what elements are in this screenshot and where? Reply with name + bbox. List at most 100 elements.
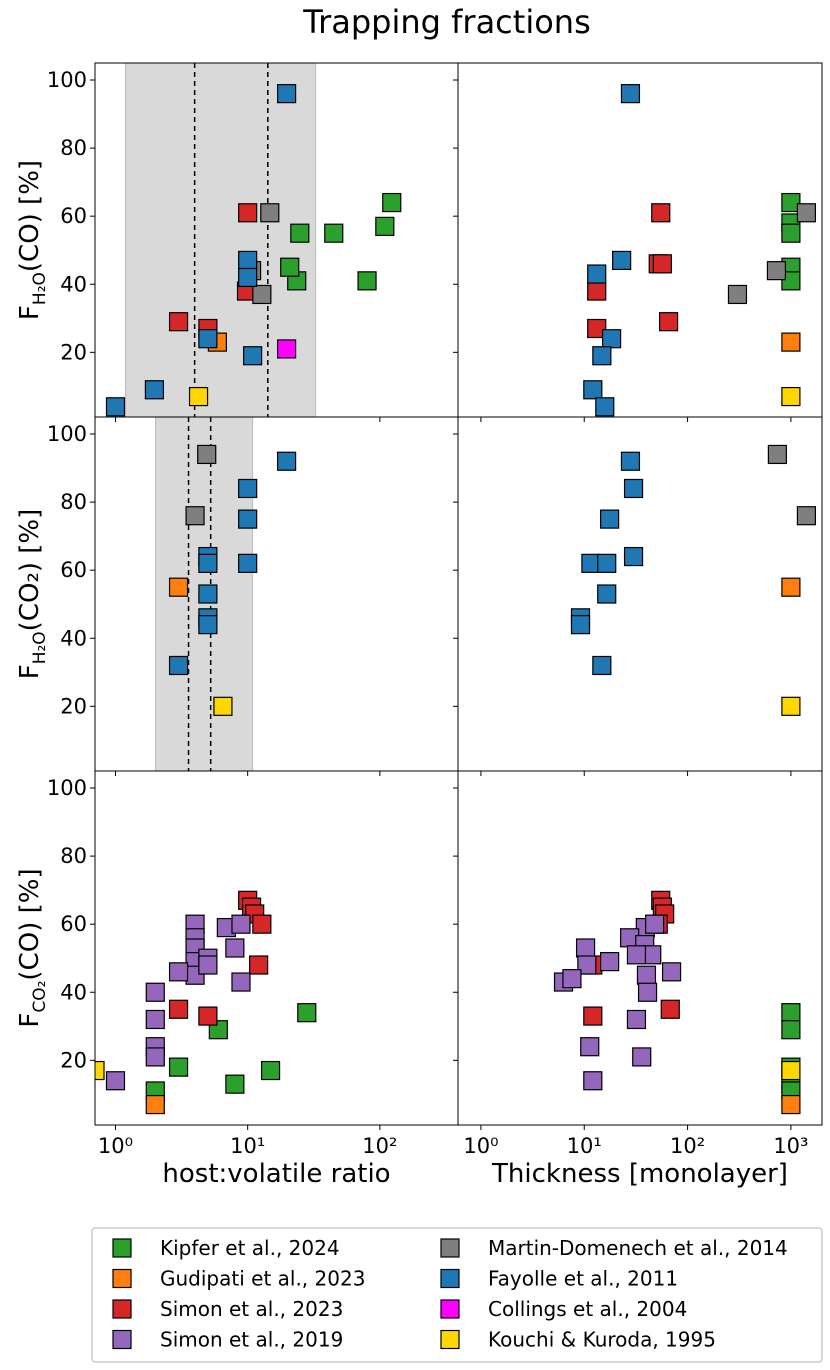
data-point [105,1071,126,1091]
data-point [168,655,189,676]
legend-label: Simon et al., 2023 [160,1297,343,1321]
data-point [276,84,297,104]
data-point [562,969,582,989]
data-point [645,914,665,934]
y-axis-label: FCO₂(CO) [%] [15,868,50,1027]
data-point [168,577,189,597]
y-tick-label: 60 [60,912,87,936]
data-point [660,999,680,1019]
y-label-main: F [15,305,45,320]
y-tick-label: 40 [60,626,87,650]
data-point [587,318,607,339]
x-tick-label: 10¹ [230,1134,265,1158]
y-label-main: F [15,1013,45,1028]
data-point [238,203,258,223]
y-tick-label: 100 [47,68,87,92]
data-point [597,584,617,604]
data-point [587,281,607,301]
data-point [357,271,377,291]
y-tick-label: 40 [60,980,87,1004]
panel [155,417,297,771]
x-tick-label: 10⁰ [463,1134,498,1158]
data-point [636,965,657,985]
data-point [290,223,310,243]
data-point [623,478,644,499]
data-point [198,615,218,635]
data-point [260,203,280,223]
panel [583,84,817,417]
x-tick-label: 10¹ [567,1134,602,1158]
data-point [145,982,165,1002]
legend-swatch [112,1329,132,1350]
data-point [781,1003,801,1023]
data-point [626,1009,647,1030]
panel [570,444,817,716]
data-point [95,1060,105,1081]
data-point [198,955,218,975]
data-point [592,655,612,676]
data-point [280,257,300,277]
data-point [767,444,787,465]
data-point [238,509,258,529]
y-tick-label: 40 [60,272,87,296]
data-point [595,397,615,417]
data-point [583,1071,603,1091]
data-point [781,223,801,243]
data-point [198,1006,218,1026]
data-point [276,451,297,471]
legend-swatch [112,1238,132,1258]
data-point [168,962,189,982]
data-point [238,478,258,499]
panel-frame [457,62,823,418]
y-label-sub: H₂O [30,272,50,305]
shaded-range [124,63,317,417]
data-point [612,250,632,271]
data-point [781,577,801,597]
data-point [781,386,801,407]
data-point [727,284,748,305]
data-point [580,1037,600,1057]
data-point [260,1060,281,1081]
data-point [766,261,787,281]
legend-swatch [440,1299,460,1319]
x-tick-label: 10³ [773,1134,808,1158]
data-point [781,192,801,213]
y-label-sub: H₂O [30,631,50,664]
x-axis-label: Thickness [monolayer] [491,1159,788,1189]
data-point [597,553,617,573]
panel [553,890,801,1115]
data-point [592,346,612,366]
data-point [144,380,165,400]
legend-swatch [112,1299,132,1319]
data-point [620,451,641,471]
data-point [620,84,641,104]
y-tick-label: 60 [60,204,87,228]
data-point [198,584,218,604]
data-point [168,999,189,1019]
legend-label: Simon et al., 2019 [160,1328,343,1352]
data-point [632,1047,652,1067]
data-point [570,615,591,635]
legend-box [91,1227,823,1363]
y-axis-label: FH₂O(CO₂) [%] [15,509,50,680]
data-point [252,914,272,934]
data-point [575,938,596,958]
data-point [651,203,671,223]
data-point [225,1074,245,1094]
data-point [168,312,189,332]
data-point [198,329,218,349]
data-point [781,1094,801,1115]
data-point [185,506,205,526]
x-axis-label: host:volatile ratio [162,1159,390,1189]
y-tick-label: 100 [47,776,87,800]
data-point [252,284,272,305]
data-point [661,962,682,982]
data-point [587,264,607,284]
y-tick-label: 80 [60,136,87,160]
data-point [145,1009,165,1030]
legend-swatch [440,1329,460,1350]
data-point [375,216,395,236]
y-tick-label: 80 [60,844,87,868]
legend-swatch [112,1268,132,1289]
data-point [600,509,620,529]
